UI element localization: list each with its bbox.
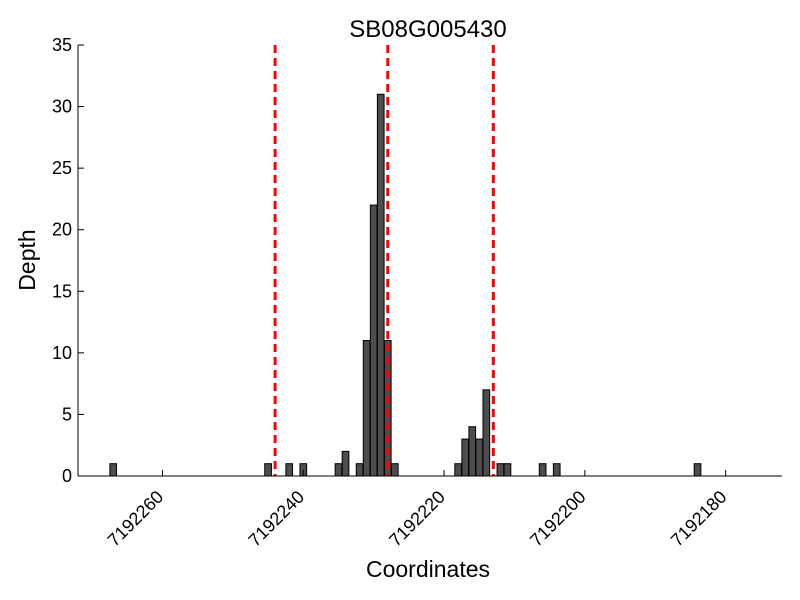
histogram-bar: [454, 463, 463, 477]
y-tick-label: 30: [52, 97, 72, 117]
axes-group: [77, 45, 782, 477]
histogram-bar: [376, 93, 385, 477]
y-tick-label: 15: [52, 281, 72, 301]
histogram-bar: [503, 463, 512, 477]
histogram-bar: [264, 463, 272, 477]
histogram-bar: [496, 463, 505, 477]
x-tick-label: 7192260: [104, 487, 168, 551]
x-tick-label: 7192220: [385, 487, 449, 551]
y-tick-label: 20: [52, 220, 72, 240]
histogram-bar: [109, 463, 118, 477]
histogram-bar: [285, 463, 294, 477]
y-tick-label: 10: [52, 343, 72, 363]
bars-group: [109, 93, 702, 477]
y-ticks-group: 0 5 10 15 20 25 30 35: [52, 35, 84, 486]
histogram-bar: [468, 426, 477, 477]
histogram-bar: [693, 463, 702, 477]
histogram-bar: [369, 204, 378, 477]
histogram-bar: [390, 463, 399, 477]
y-tick-label: 25: [52, 158, 72, 178]
y-tick-label: 0: [62, 466, 72, 486]
histogram-bar: [475, 438, 484, 477]
marker-lines-group: [273, 45, 495, 476]
histogram-bar: [538, 463, 547, 477]
histogram-bar: [552, 463, 561, 477]
x-tick-label: 7192200: [526, 487, 590, 551]
histogram-bar: [482, 389, 491, 477]
x-tick-label: 7192240: [244, 487, 308, 551]
histogram-bar: [362, 340, 371, 477]
x-tick-label: 7192180: [667, 487, 731, 551]
histogram-bar: [355, 463, 364, 477]
x-axis-title: Coordinates: [366, 556, 490, 582]
histogram-bar: [461, 438, 470, 477]
y-tick-label: 35: [52, 35, 72, 55]
chart-title: SB08G005430: [349, 16, 506, 43]
x-ticks-group: 7192260 7192240 7192220 7192200 7192180: [104, 470, 731, 550]
histogram-bar: [334, 463, 343, 477]
histogram-bar: [341, 450, 350, 477]
y-axis-title: Depth: [14, 229, 40, 290]
y-tick-label: 5: [62, 404, 72, 424]
